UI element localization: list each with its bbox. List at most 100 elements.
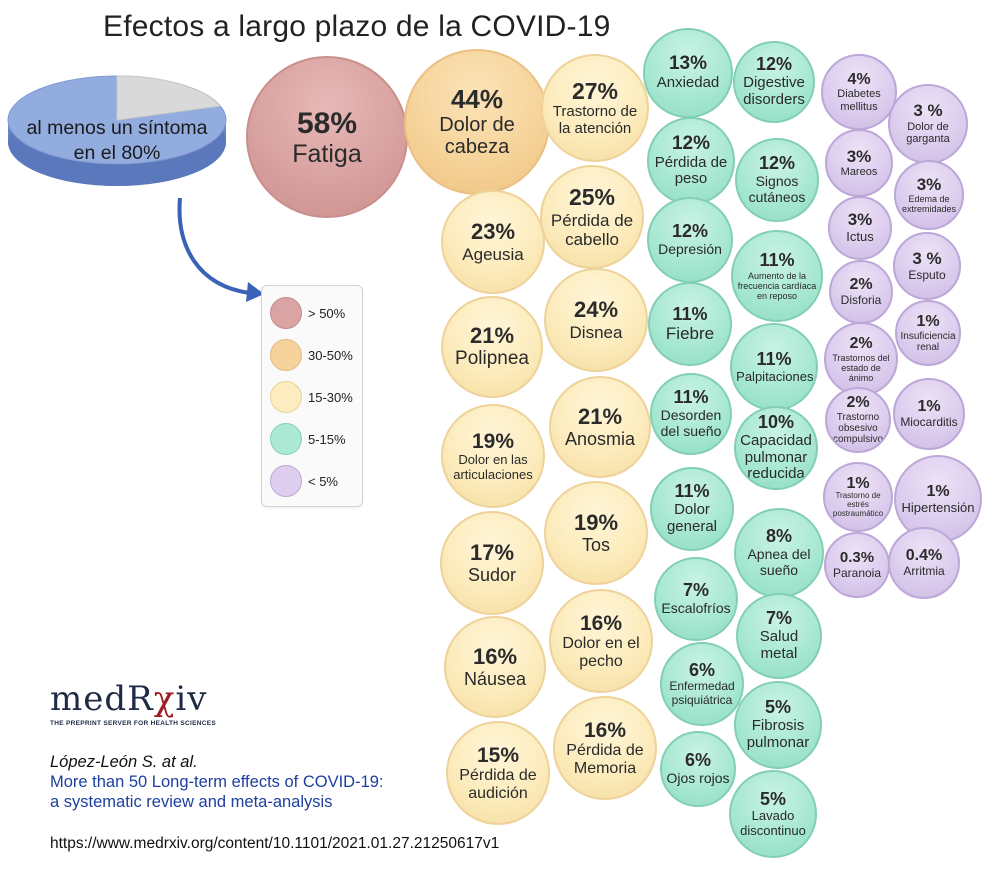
effect-percent: 3 %: [912, 248, 942, 268]
effect-percent: 19%: [471, 429, 515, 453]
effect-bubble: 3% Ictus: [828, 196, 892, 260]
effect-percent: 58%: [296, 106, 358, 140]
effect-label: Lavado discontinuo: [740, 808, 806, 838]
effect-percent: 3%: [916, 174, 942, 194]
effect-bubble: 0.3% Paranoia: [824, 532, 890, 598]
effect-label: Disnea: [569, 322, 623, 342]
effect-bubble: 12% Signos cutáneos: [735, 138, 819, 222]
effect-bubble: 11% Desorden del sueño: [650, 373, 732, 455]
effect-bubble: 6% Enfermedad psiquiátrica: [660, 642, 744, 726]
effect-percent: 7%: [765, 608, 792, 629]
effect-percent: 6%: [684, 750, 711, 771]
effect-bubble: 17% Sudor: [440, 511, 544, 615]
effect-percent: 16%: [579, 611, 623, 635]
effect-bubble: 2% Trastorno obsesivo compulsivo: [825, 387, 891, 453]
effect-bubble: 1% Insuficiencia renal: [895, 300, 961, 366]
effect-label: Pérdida de audición: [459, 766, 537, 802]
effect-label: Hipertensión: [901, 499, 975, 515]
medrxiv-logo: medRχiv THE PREPRINT SERVER FOR HEALTH S…: [50, 682, 216, 727]
legend-item: 15-30%: [270, 381, 353, 413]
logo-text-end: iv: [175, 679, 208, 719]
effect-label: Dolor en las articulaciones: [453, 452, 533, 482]
legend-swatch: [270, 297, 302, 329]
effect-label: Paranoia: [832, 565, 882, 580]
effect-label: Trastornos del estado de ánimo: [832, 352, 890, 383]
effect-percent: 10%: [757, 411, 795, 432]
arrow-icon: [177, 197, 264, 302]
effect-bubble: 5% Fibrosis pulmonar: [734, 681, 822, 769]
effect-percent: 2%: [849, 335, 873, 353]
effect-label: Fibrosis pulmonar: [746, 717, 810, 751]
legend: > 50% 30-50% 15-30% 5-15% < 5%: [261, 285, 363, 507]
effect-bubble: 15% Pérdida de audición: [446, 721, 550, 825]
effect-label: Salud metal: [759, 628, 799, 662]
effect-percent: 24%: [573, 297, 619, 323]
effect-percent: 1%: [846, 474, 870, 492]
effect-percent: 2%: [849, 276, 873, 294]
effect-bubble: 16% Pérdida de Memoria: [553, 696, 657, 800]
effect-bubble: 4% Diabetes mellitus: [821, 54, 897, 130]
pie-graphic: [7, 75, 227, 186]
effect-label: Enfermedad psiquiátrica: [669, 679, 735, 707]
effect-bubble: 1% Trastorno de estrés postraumático: [823, 462, 893, 532]
effect-bubble: 11% Dolor general: [650, 467, 734, 551]
effect-percent: 15%: [476, 743, 520, 767]
legend-swatch: [270, 339, 302, 371]
legend-label: < 5%: [308, 473, 338, 489]
effect-percent: 3%: [847, 210, 873, 230]
effect-percent: 13%: [668, 53, 708, 75]
effect-label: Trastorno de estrés postraumático: [832, 491, 884, 519]
effect-percent: 12%: [671, 221, 709, 242]
effect-label: Esputo: [908, 267, 946, 282]
effect-bubble: 12% Digestive disorders: [733, 41, 815, 123]
effect-label: Ageusia: [462, 244, 524, 264]
citation: López-León S. at al. More than 50 Long-t…: [50, 752, 384, 812]
effect-bubble: 3% Mareos: [825, 129, 893, 197]
effect-bubble: 7% Escalofríos: [654, 557, 738, 641]
effect-label: Tos: [581, 535, 610, 556]
effect-label: Pérdida de peso: [654, 153, 728, 188]
citation-author: López-León S. at al.: [50, 753, 198, 771]
effect-bubble: 16% Náusea: [444, 616, 546, 718]
effect-bubble: 2% Trastornos del estado de ánimo: [824, 322, 898, 396]
effect-bubble: 25% Pérdida de cabello: [540, 165, 644, 269]
effect-percent: 1%: [917, 398, 941, 416]
effect-bubble: 11% Fiebre: [648, 282, 732, 366]
effect-percent: 5%: [759, 788, 786, 809]
legend-item: < 5%: [270, 465, 338, 497]
legend-swatch: [270, 465, 302, 497]
effect-percent: 4%: [847, 70, 871, 88]
effect-bubble: 3 % Esputo: [893, 232, 961, 300]
logo-tagline: THE PREPRINT SERVER FOR HEALTH SCIENCES: [50, 720, 217, 727]
effect-bubble: 11% Aumento de la frecuencia cardíaca en …: [731, 230, 823, 322]
effect-label: Fatiga: [292, 139, 362, 168]
effect-percent: 12%: [758, 153, 796, 174]
effect-label: Trastorno de la atención: [552, 102, 638, 137]
effect-percent: 3 %: [913, 101, 943, 121]
citation-title-line2[interactable]: a systematic review and meta-analysis: [50, 793, 333, 811]
logo-text: medR: [50, 679, 154, 719]
effect-percent: 1%: [916, 313, 940, 331]
effect-percent: 0.3%: [839, 549, 875, 567]
effect-label: Dolor general: [666, 501, 718, 535]
legend-label: > 50%: [308, 305, 346, 321]
effect-bubble: 1% Miocarditis: [893, 378, 965, 450]
effect-bubble: 23% Ageusia: [441, 190, 545, 294]
effect-bubble: 12% Depresión: [647, 197, 733, 283]
effect-bubble: 3 % Dolor de garganta: [888, 84, 968, 164]
effect-percent: 12%: [755, 54, 793, 75]
source-url[interactable]: https://www.medrxiv.org/content/10.1101/…: [50, 835, 500, 852]
effect-label: Dolor en el pecho: [562, 634, 640, 670]
effect-label: Ictus: [846, 229, 874, 245]
effect-bubble: 19% Tos: [544, 481, 648, 585]
effect-bubble: 3% Edema de extremidades: [894, 160, 964, 230]
effect-label: Dolor de garganta: [906, 121, 950, 146]
effect-label: Depresión: [658, 241, 722, 258]
effect-percent: 7%: [682, 580, 709, 601]
effect-label: Pérdida de Memoria: [566, 741, 644, 777]
pie-caption-line2: en el 80%: [73, 142, 161, 164]
effect-bubble: 2% Disforia: [829, 260, 893, 324]
effect-percent: 23%: [470, 219, 516, 245]
effect-percent: 2%: [846, 394, 870, 412]
citation-title-line1[interactable]: More than 50 Long-term effects of COVID-…: [50, 773, 384, 791]
